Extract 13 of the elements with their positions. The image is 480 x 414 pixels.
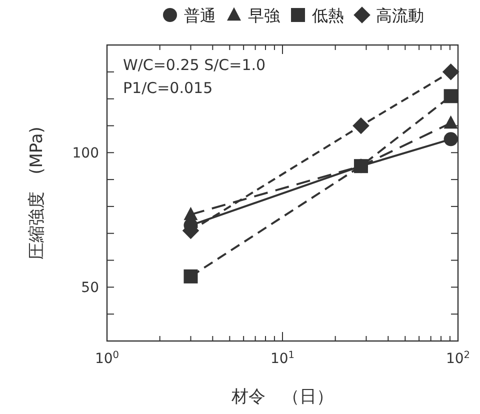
x-tick-label: 10$^{0}$ (94, 350, 120, 367)
y-tick-label: 50 (81, 280, 99, 296)
x-tick-label: 10$^{1}$ (270, 350, 295, 367)
legend-label: 高流動 (376, 6, 424, 25)
legend-label: 早強 (248, 6, 280, 25)
legend-label: 普通 (184, 6, 216, 25)
x-tick-label: 10$^{2}$ (446, 350, 470, 367)
legend-label: 低熱 (312, 6, 344, 25)
annotation: P1/C=0.015 (123, 79, 213, 97)
y-axis-title: 圧縮強度 (MPa) (27, 126, 47, 260)
x-axis-title: 材令 （日） (230, 387, 334, 407)
annotation: W/C=0.25 S/C=1.0 (123, 56, 266, 74)
y-tick-label: 100 (72, 146, 99, 162)
